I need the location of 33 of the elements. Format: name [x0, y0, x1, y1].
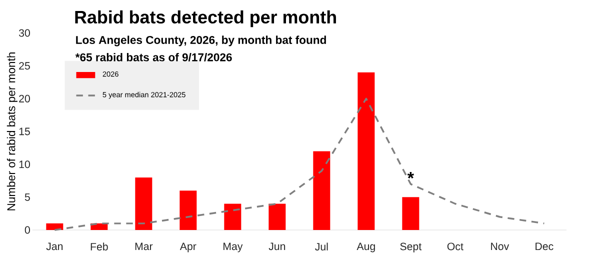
line-series — [54, 98, 546, 231]
x-tick-label: May — [224, 242, 243, 252]
y-tick-label: 10 — [19, 160, 30, 168]
x-tick-label: Jun — [268, 242, 286, 250]
y-tick-label: 15 — [19, 128, 30, 136]
annotation: *65 rabid bats as of 9/17/2026 — [75, 53, 232, 62]
y-tick-label: 5 — [24, 193, 30, 201]
bar — [313, 151, 330, 230]
y-tick-label: 30 — [18, 29, 30, 37]
bar — [224, 204, 242, 230]
bar — [402, 197, 420, 230]
y-tick-label: 25 — [19, 62, 30, 70]
bar — [268, 204, 286, 230]
y-axis-title: Number of rabid bats per month — [6, 52, 18, 210]
bar — [358, 72, 375, 230]
x-tick-label: Nov — [491, 242, 510, 250]
x-tick-label: Jan — [46, 242, 63, 250]
annotation: * — [407, 172, 414, 178]
x-tick-label: Oct — [447, 242, 464, 250]
x-tick-label: Feb — [90, 242, 108, 250]
x-tick-label: Sept — [400, 242, 422, 252]
x-tick-label: Dec — [536, 242, 554, 250]
bar — [46, 223, 64, 230]
x-tick-label: Jul — [315, 242, 328, 250]
chart-subtitle: Los Angeles County, 2026, by month bat found — [76, 36, 326, 46]
x-tick-label: Aug — [356, 242, 375, 252]
bar — [180, 190, 197, 230]
y-tick-label: 0 — [24, 226, 30, 234]
x-tick-label: Mar — [135, 242, 153, 250]
bar — [135, 177, 152, 230]
chart-title: Rabid bats detected per month — [75, 10, 336, 28]
y-tick-label: 20 — [19, 94, 30, 102]
x-tick-label: Apr — [180, 242, 196, 252]
